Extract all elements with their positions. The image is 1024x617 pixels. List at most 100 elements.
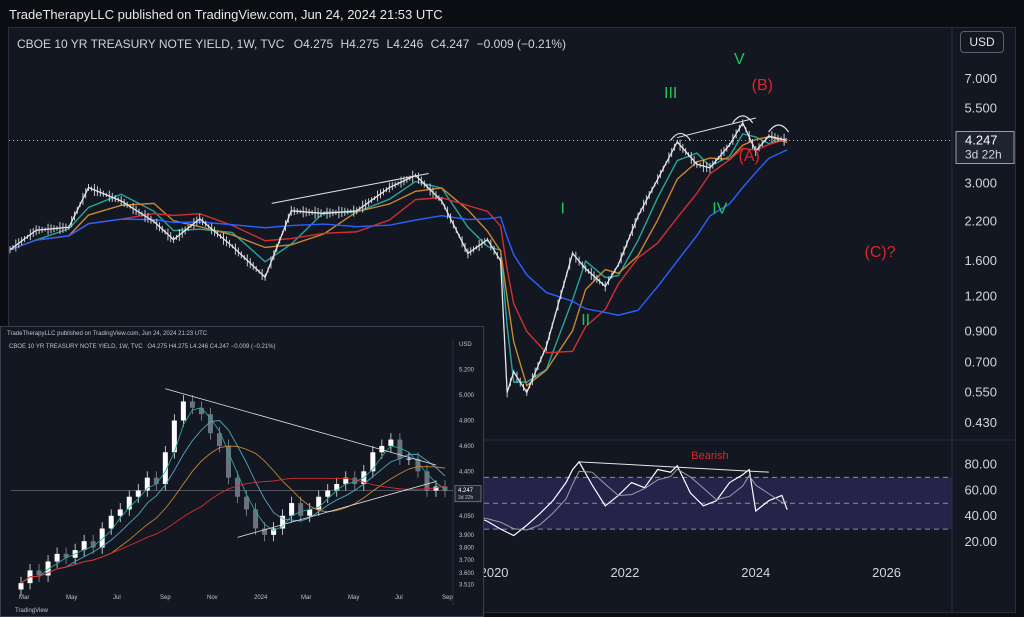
y-tick-label: 2.200: [964, 214, 997, 229]
y-tick-label: 3.000: [964, 175, 997, 190]
inset-candle-body: [334, 484, 340, 491]
inset-candle-body: [397, 439, 403, 459]
open-label: O: [293, 37, 304, 51]
rsi-signal-line: [474, 468, 788, 531]
inset-candle-body: [171, 420, 177, 453]
inset-y-tick: 4.600: [459, 444, 475, 450]
rsi-tick-label: 20.00: [964, 534, 997, 549]
ma-blue-line: [9, 149, 788, 316]
inset-candle-body: [144, 477, 150, 491]
change-value: −0.009 (−0.21%): [476, 37, 567, 51]
inset-candle-body: [307, 509, 313, 516]
inset-y-tick: 5.000: [459, 393, 475, 399]
y-tick-label: 1.600: [964, 253, 997, 268]
inset-candle-body: [189, 401, 195, 408]
inset-candle-body: [108, 515, 114, 529]
price-tag-value: 4.247: [965, 133, 998, 148]
inset-candle-body: [262, 528, 268, 535]
rsi-tick-label: 40.00: [964, 508, 997, 523]
x-tick-label: 2020: [480, 565, 509, 580]
inset-header-values: O4.275 H4.275 L4.246 C4.247 −0.009 (−0.2…: [147, 344, 276, 350]
y-tick-label: 1.200: [964, 288, 997, 303]
inset-candle-body: [207, 414, 213, 434]
inset-y-tick: 4.050: [459, 514, 475, 520]
inset-candle-body: [271, 528, 277, 535]
inset-candle-body: [135, 490, 141, 497]
inset-ma-orange: [20, 445, 446, 584]
inset-x-tick: 2024: [254, 595, 268, 601]
x-tick-label: 2022: [610, 565, 639, 580]
top-arc: [670, 132, 692, 141]
high-label: H: [340, 37, 350, 51]
open-value: 4.275: [303, 37, 334, 51]
wave-label-green: II: [581, 312, 590, 329]
inset-x-tick: Sep: [442, 595, 453, 601]
inset-publisher: TradeTherapyLLC published on TradingView…: [7, 331, 208, 337]
inset-chart-panel: TradeTherapyLLC published on TradingView…: [0, 326, 484, 617]
inset-candle-body: [216, 433, 222, 446]
inset-candle-body: [379, 445, 385, 453]
wave-label-red: (A): [739, 148, 760, 165]
inset-y-tick: 4.400: [459, 469, 475, 475]
y-tick-label: 0.700: [964, 355, 997, 370]
publisher-text: TradeTherapyLLC published on TradingView…: [9, 7, 443, 22]
inset-candle-body: [370, 452, 376, 472]
inset-price-value: 4.247: [458, 488, 474, 494]
price-tag-countdown: 3d 22h: [965, 148, 1002, 162]
inset-currency: USD: [459, 342, 472, 348]
x-tick-label: 2024: [741, 565, 770, 580]
inset-price-box: [454, 485, 482, 503]
inset-candle-body: [198, 407, 204, 415]
symbol-title: CBOE 10 YR TREASURY NOTE YIELD, 1W, TVC: [17, 37, 285, 51]
wave-label-green: I: [561, 200, 565, 217]
wave-label-red: (C)?: [864, 244, 895, 261]
inset-candle-body: [99, 528, 105, 548]
inset-candle-body: [235, 477, 241, 497]
inset-ma-red: [20, 477, 446, 584]
inset-candle-body: [316, 496, 322, 510]
rsi-line: [474, 460, 788, 537]
inset-x-tick: May: [66, 595, 77, 601]
y-tick-label: 5.500: [964, 101, 997, 116]
low-label: L: [386, 37, 394, 51]
rsi-tick-label: 60.00: [964, 482, 997, 497]
inset-candle-body: [180, 401, 186, 421]
inset-candle-body: [280, 515, 286, 529]
y-tick-label: 0.430: [964, 415, 997, 430]
wave-label-green: IV: [712, 200, 727, 217]
inset-title: CBOE 10 YR TREASURY NOTE YIELD, 1W, TVC: [9, 344, 143, 350]
inset-candle-body: [325, 490, 331, 497]
inset-ma-blue: [20, 420, 446, 584]
rsi-divergence-line: [579, 461, 769, 473]
price-tag-box: [955, 131, 1015, 165]
trendline: [271, 172, 429, 204]
close-value: 4.247: [439, 37, 470, 51]
x-tick-label: 2026: [872, 565, 901, 580]
inset-header: CBOE 10 YR TREASURY NOTE YIELD, 1W, TVC …: [9, 344, 276, 350]
inset-candle-body: [45, 561, 51, 576]
inset-plot: 5.200 5.000 4.800 4.600 4.400 4.050 3.900 3.800…: [11, 339, 482, 605]
wave-label-red: (B): [752, 77, 773, 94]
currency-button[interactable]: USD: [960, 31, 1004, 53]
inset-candle-body: [36, 570, 42, 576]
inset-candle-body: [424, 471, 430, 491]
inset-x-tick: Jul: [113, 595, 121, 601]
inset-candle-body: [343, 477, 349, 485]
inset-candle-body: [225, 445, 231, 478]
wave-label-green: V: [734, 51, 745, 68]
inset-candle-body: [63, 553, 69, 558]
inset-candle-body: [90, 541, 96, 548]
inset-x-tick: Mar: [301, 595, 311, 601]
inset-x-tick: Jul: [395, 595, 403, 601]
inset-countdown: 3d 22h: [458, 495, 474, 501]
rsi-annotation: Bearish: [691, 450, 728, 462]
low-value: 4.246: [393, 37, 424, 51]
inset-candle-body: [117, 509, 123, 516]
inset-y-tick: 3.510: [459, 582, 475, 588]
inset-ma-teal: [20, 407, 446, 584]
inset-candle-body: [18, 583, 24, 590]
inset-candle-body: [415, 458, 421, 472]
inset-candle-body: [126, 496, 132, 510]
inset-candle-body: [433, 486, 439, 491]
